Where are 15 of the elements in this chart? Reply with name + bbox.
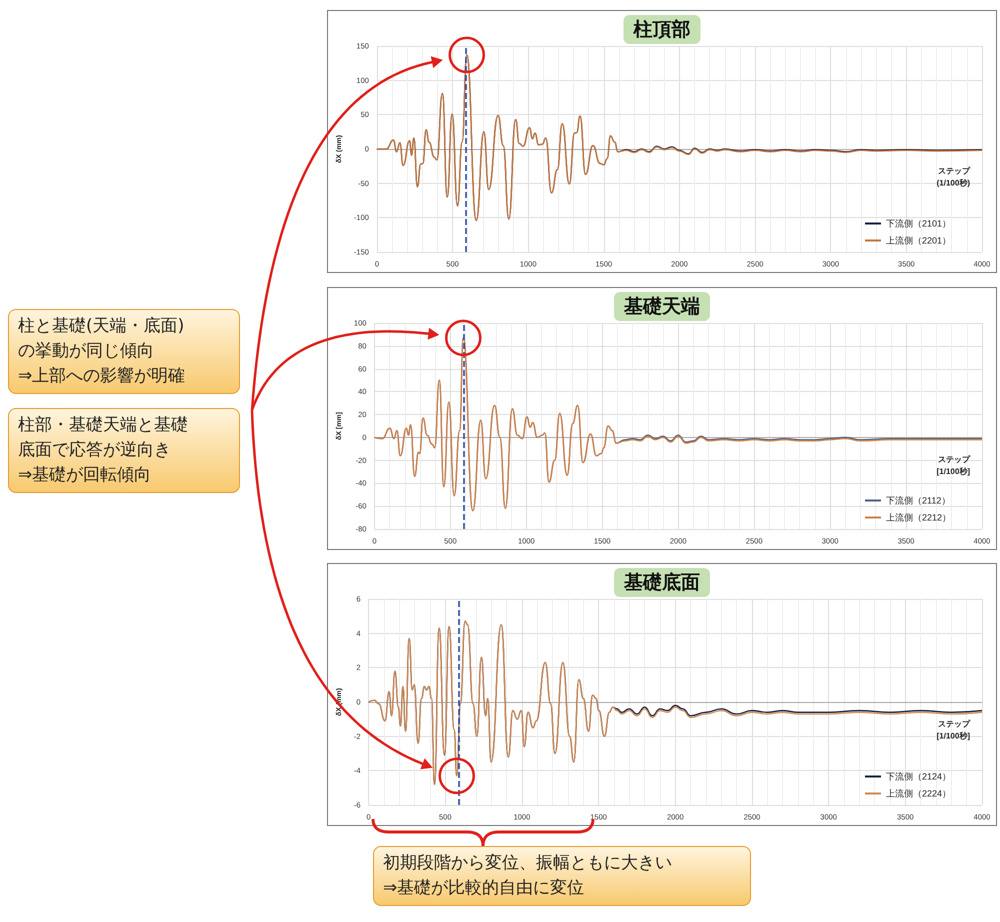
- text: 柱と基礎(天端・底面)の挙動が同じ傾向 ⇒上部への影響が明確: [8, 309, 240, 394]
- x-axis-title: ステップ (1/100秒): [936, 166, 971, 188]
- legend-label: 上流側（2224）: [886, 788, 952, 798]
- text: 初期段階から変位、振幅ともに大きい ⇒基礎が比較的自由に変位: [373, 846, 751, 906]
- x-axis-title: ステップ [1/100秒]: [936, 720, 971, 740]
- chart-title: 基礎天端: [623, 296, 700, 318]
- legend-label: 下流側（2124）: [886, 772, 952, 782]
- text: 柱部・基礎天端と基礎底面で応答が逆向き ⇒基礎が回転傾向: [8, 408, 240, 493]
- legend-label: 上流側（2201）: [886, 236, 952, 246]
- legend-label: 下流側（2112）: [886, 496, 950, 506]
- legend-label: 上流側（2212）: [886, 512, 952, 522]
- chart-title: 柱頂部: [632, 18, 690, 40]
- x-axis-title: ステップ [1/100秒]: [936, 454, 971, 476]
- chart-title: 基礎底面: [623, 572, 700, 594]
- legend-label: 下流側（2101）: [886, 218, 952, 228]
